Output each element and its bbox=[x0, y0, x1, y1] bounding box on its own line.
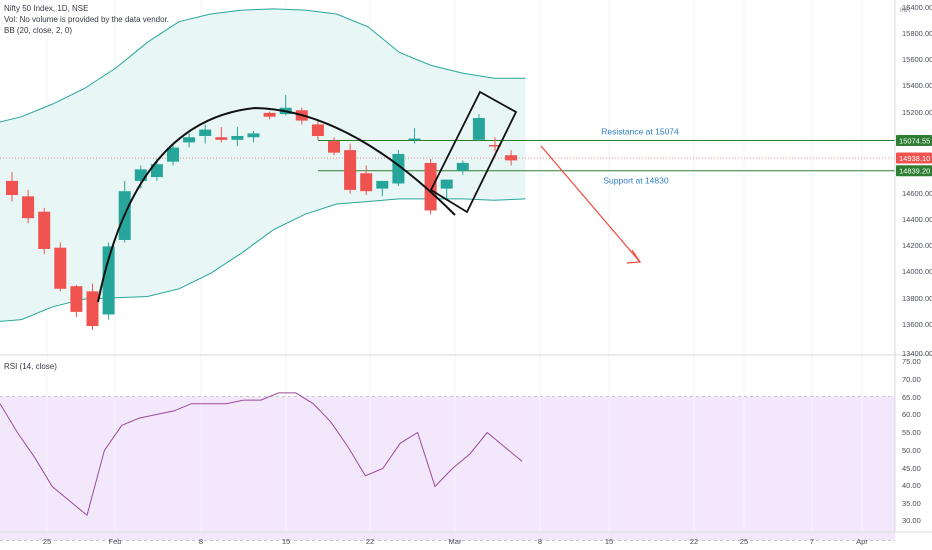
candle-body-11 bbox=[183, 137, 196, 143]
time-tick-label-10: 7 bbox=[810, 537, 814, 546]
time-tick-label-3: 15 bbox=[282, 537, 290, 546]
candle-body-6 bbox=[102, 246, 115, 315]
time-tick-label-1: Feb bbox=[109, 537, 122, 546]
price-tick-label-6: 14600.00 bbox=[902, 189, 932, 198]
price-tick-label-4: 15200.00 bbox=[902, 108, 932, 117]
rsi-tick-label-1: 70.00 bbox=[902, 375, 921, 384]
candle-body-10 bbox=[167, 147, 179, 162]
candle-body-15 bbox=[247, 133, 260, 138]
arrow-head bbox=[626, 249, 642, 264]
time-tick-label-9: 25 bbox=[740, 537, 748, 546]
candle-body-26 bbox=[424, 162, 437, 211]
candle-body-24 bbox=[392, 153, 405, 184]
candle-body-22 bbox=[360, 173, 373, 192]
candle-body-25 bbox=[408, 138, 421, 141]
currency-label: INR bbox=[900, 8, 911, 14]
candle-body-23 bbox=[376, 180, 389, 189]
candle-body-28 bbox=[456, 162, 469, 171]
candle-body-20 bbox=[328, 141, 340, 153]
price-tick-label-0: 16400.00 bbox=[902, 3, 932, 12]
arc-curve-drawing bbox=[97, 106, 456, 303]
price-tick-label-3: 15400.00 bbox=[902, 81, 932, 90]
candle-body-29 bbox=[472, 118, 485, 140]
candle-body-5 bbox=[86, 291, 99, 327]
candle-body-14 bbox=[231, 135, 244, 140]
price-tick-label-10: 13800.00 bbox=[902, 294, 932, 303]
rsi-band-fill bbox=[0, 396, 895, 541]
legend-volume-note: Vol: No volume is provided by the data v… bbox=[4, 15, 169, 24]
bb-upper-line bbox=[0, 8, 526, 123]
candle-body-12 bbox=[199, 129, 212, 136]
time-tick-label-5: Mar bbox=[449, 537, 462, 546]
resistance-label: Resistance at 15074 bbox=[601, 127, 679, 137]
price-tick-label-8: 14200.00 bbox=[902, 241, 932, 250]
rsi-tick-label-8: 35.00 bbox=[902, 499, 921, 508]
candle-body-0 bbox=[6, 180, 18, 196]
time-tick-label-2: 8 bbox=[199, 537, 203, 546]
candle-body-8 bbox=[134, 169, 147, 181]
candle-body-4 bbox=[70, 286, 83, 312]
price-tick-label-7: 14400.00 bbox=[902, 215, 932, 224]
rsi-tick-label-3: 60.00 bbox=[902, 410, 921, 419]
bb-fill bbox=[0, 8, 526, 322]
time-tick-label-8: 22 bbox=[690, 537, 698, 546]
channel-rectangle-drawing bbox=[429, 90, 518, 214]
candle-body-16 bbox=[263, 112, 276, 117]
price-tag-label-1: 14938.10 bbox=[899, 154, 930, 163]
time-tick-label-7: 15 bbox=[605, 537, 613, 546]
candle-body-31 bbox=[505, 155, 518, 161]
time-tick-label-11: Apr bbox=[856, 537, 868, 546]
price-tag-bg-1 bbox=[896, 152, 932, 164]
legend-bb[interactable]: BB (20, close, 2, 0) bbox=[4, 26, 73, 35]
candle-body-13 bbox=[215, 137, 228, 140]
arrow-shaft bbox=[540, 145, 641, 263]
support-label: Support at 14830 bbox=[603, 176, 668, 186]
price-tag-label-0: 15074.55 bbox=[899, 137, 930, 146]
rsi-tick-label-6: 45.00 bbox=[902, 464, 921, 473]
price-tick-label-12: 13400.00 bbox=[902, 349, 932, 358]
legend-rsi[interactable]: RSI (14, close) bbox=[4, 362, 57, 371]
rsi-tick-label-7: 40.00 bbox=[902, 481, 921, 490]
candle-body-27 bbox=[440, 179, 453, 189]
rsi-line bbox=[0, 392, 523, 517]
candle-body-9 bbox=[150, 164, 163, 178]
rsi-tick-label-0: 75.00 bbox=[902, 357, 921, 366]
time-tick-label-4: 22 bbox=[366, 537, 374, 546]
candle-body-30 bbox=[489, 144, 501, 147]
price-tick-label-1: 15800.00 bbox=[902, 29, 932, 38]
candle-body-21 bbox=[344, 150, 357, 190]
rsi-tick-label-9: 30.00 bbox=[902, 516, 921, 525]
time-tick-label-6: 8 bbox=[538, 537, 542, 546]
price-tick-label-2: 15600.00 bbox=[902, 55, 932, 64]
price-tag-bg-0 bbox=[896, 135, 932, 147]
price-tag-label-2: 14839.20 bbox=[899, 167, 930, 176]
candle-body-19 bbox=[311, 124, 324, 136]
rsi-tick-label-2: 65.00 bbox=[902, 393, 921, 402]
price-tick-label-9: 14000.00 bbox=[902, 267, 932, 276]
candle-body-2 bbox=[38, 211, 51, 249]
price-tag-bg-2 bbox=[896, 165, 932, 177]
legend-symbol[interactable]: Nifty 50 Index, 1D, NSE bbox=[4, 4, 89, 13]
rsi-tick-label-4: 55.00 bbox=[902, 428, 921, 437]
rsi-tick-label-5: 50.00 bbox=[902, 446, 921, 455]
candle-body-3 bbox=[54, 247, 67, 289]
price-tick-label-11: 13600.00 bbox=[902, 320, 932, 329]
time-tick-label-0: 25 bbox=[43, 537, 51, 546]
candle-body-1 bbox=[22, 196, 35, 219]
